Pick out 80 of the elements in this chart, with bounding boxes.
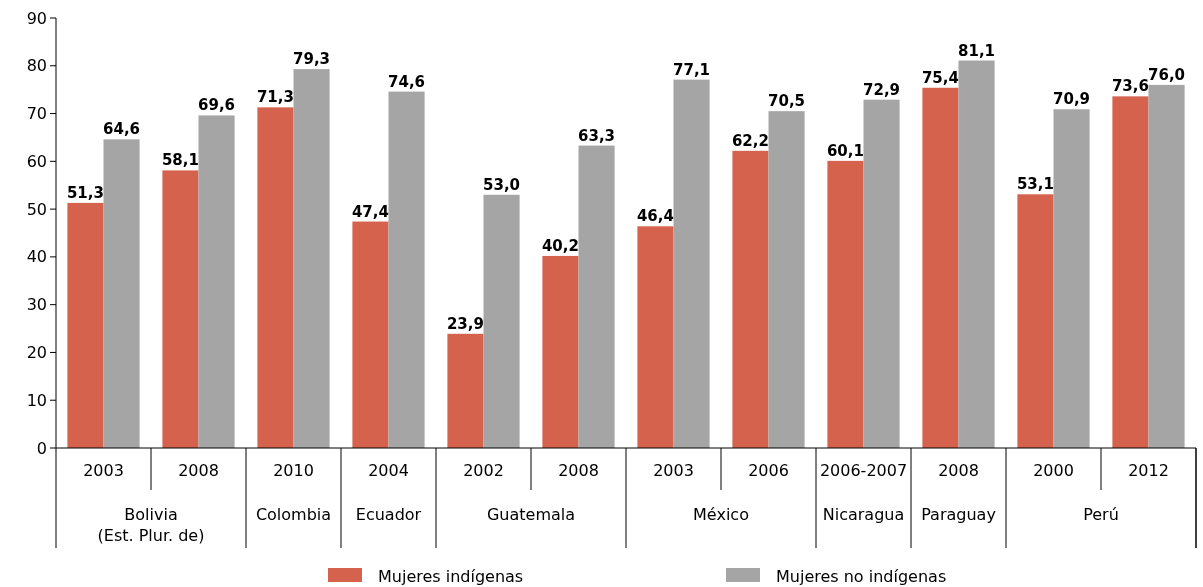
text: Guatemala bbox=[486, 505, 576, 524]
bar bbox=[257, 107, 294, 448]
x-tick-label: 2008 bbox=[178, 461, 219, 480]
y-tick-label: 90 bbox=[26, 8, 47, 28]
text: Perú bbox=[1083, 505, 1119, 524]
data-label: 64,6 bbox=[103, 120, 141, 139]
data-label: 47,4 bbox=[351, 202, 389, 221]
data-label: 76,0 bbox=[1148, 65, 1186, 84]
data-label: 71,3 bbox=[256, 88, 294, 107]
data-label: 72,9 bbox=[863, 80, 901, 99]
bar bbox=[768, 111, 805, 448]
bar bbox=[162, 170, 199, 448]
bar bbox=[542, 255, 579, 448]
data-label: 46,4 bbox=[636, 207, 674, 226]
x-tick-label: 2006 bbox=[748, 461, 789, 480]
data-label: 40,2 bbox=[541, 236, 579, 255]
data-label: 73,6 bbox=[1111, 77, 1149, 96]
bar bbox=[863, 99, 900, 448]
bar bbox=[1017, 194, 1054, 448]
text: México bbox=[693, 505, 749, 524]
bar bbox=[67, 202, 104, 448]
bar bbox=[673, 79, 710, 448]
y-tick-label: 80 bbox=[26, 56, 47, 76]
legend-label: Mujeres no indígenas bbox=[776, 566, 947, 586]
x-tick-label: 2012 bbox=[1128, 461, 1169, 480]
data-label: 70,9 bbox=[1053, 90, 1091, 109]
y-tick-label: 30 bbox=[26, 295, 47, 315]
bar bbox=[578, 145, 615, 448]
y-tick-label: 60 bbox=[26, 151, 47, 171]
data-label: 60,1 bbox=[826, 141, 864, 160]
data-label: 75,4 bbox=[921, 68, 959, 87]
bar bbox=[293, 69, 330, 448]
y-tick-label: 0 bbox=[36, 438, 47, 458]
bar bbox=[732, 150, 769, 448]
bar bbox=[447, 333, 484, 448]
x-tick-label: 2006-2007 bbox=[819, 461, 908, 480]
bar bbox=[1053, 109, 1090, 448]
bar bbox=[1112, 96, 1149, 448]
data-label: 81,1 bbox=[958, 41, 996, 60]
data-label: 62,2 bbox=[731, 131, 769, 150]
data-label: 51,3 bbox=[66, 183, 104, 202]
bar bbox=[958, 60, 995, 448]
data-label: 69,6 bbox=[198, 96, 236, 115]
x-tick-label: 2003 bbox=[83, 461, 124, 480]
x-tick-label: 2010 bbox=[273, 461, 314, 480]
y-tick-label: 70 bbox=[26, 104, 47, 124]
x-tick-label: 2008 bbox=[558, 461, 599, 480]
bar bbox=[352, 221, 389, 448]
data-label: 53,0 bbox=[483, 175, 521, 194]
data-label: 63,3 bbox=[578, 126, 616, 145]
bar bbox=[388, 91, 425, 448]
data-label: 23,9 bbox=[446, 314, 484, 333]
y-tick-label: 10 bbox=[26, 390, 47, 410]
text: Nicaragua bbox=[822, 505, 905, 524]
bar bbox=[922, 87, 959, 448]
x-tick-label: 2000 bbox=[1033, 461, 1074, 480]
x-tick-label: 2004 bbox=[368, 461, 409, 480]
bar bbox=[198, 115, 235, 448]
text: Paraguay bbox=[921, 505, 996, 524]
bar bbox=[637, 226, 674, 448]
data-label: 79,3 bbox=[293, 50, 331, 69]
data-label: 58,1 bbox=[161, 151, 199, 170]
y-tick-label: 20 bbox=[26, 343, 47, 363]
data-label: 70,5 bbox=[768, 92, 806, 111]
x-tick-label: 2008 bbox=[938, 461, 979, 480]
data-label: 74,6 bbox=[388, 72, 426, 91]
bar bbox=[1148, 84, 1185, 448]
y-tick-label: 40 bbox=[26, 247, 47, 267]
text: Ecuador bbox=[355, 505, 422, 524]
text: Bolivia (Est. Plur. de) bbox=[97, 505, 205, 545]
legend-label: Mujeres indígenas bbox=[378, 566, 524, 586]
y-tick-label: 50 bbox=[26, 199, 47, 219]
bar bbox=[103, 139, 140, 448]
bar bbox=[483, 194, 520, 448]
data-label: 77,1 bbox=[673, 60, 711, 79]
x-tick-label: 2002 bbox=[463, 461, 504, 480]
bar bbox=[827, 160, 864, 448]
x-tick-label: 2003 bbox=[653, 461, 694, 480]
text: Colombia bbox=[255, 505, 332, 524]
data-label: 53,1 bbox=[1016, 175, 1054, 194]
